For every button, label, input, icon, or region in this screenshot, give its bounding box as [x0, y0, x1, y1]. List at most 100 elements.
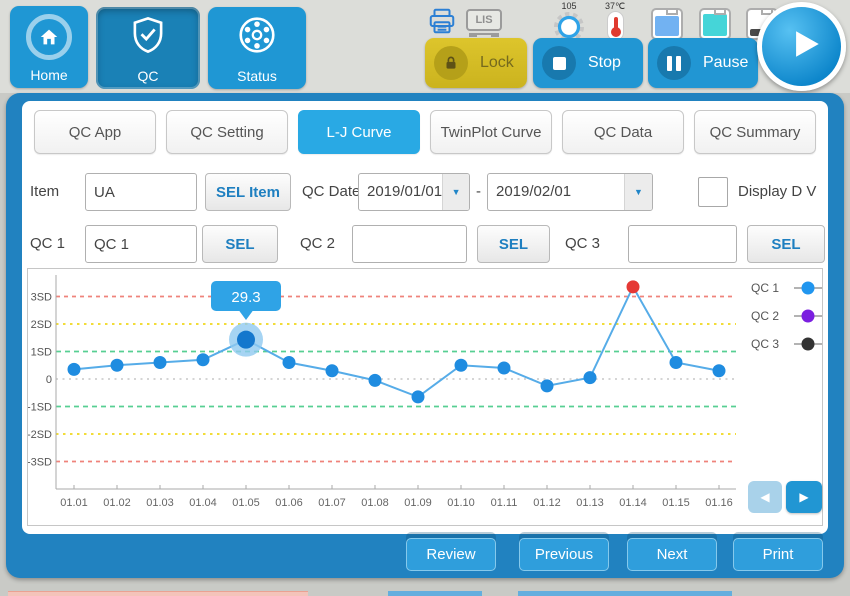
lis-label: LIS	[466, 9, 502, 31]
data-point-01.13[interactable]	[583, 371, 597, 385]
data-point-01.10[interactable]	[454, 358, 468, 372]
x-axis-label: 01.02	[103, 497, 131, 509]
x-axis-label: 01.10	[447, 497, 475, 509]
gear-value: 105	[561, 1, 577, 11]
qc-tab-bar: QC App QC Setting L-J Curve TwinPlot Cur…	[34, 110, 816, 156]
tab-lj-curve[interactable]: L-J Curve	[298, 110, 420, 154]
qc2-sel-button[interactable]: SEL	[477, 225, 550, 263]
pause-label: Pause	[703, 54, 749, 71]
status-label: Status	[237, 68, 277, 84]
data-point-01.16[interactable]	[712, 364, 726, 378]
date-from-picker[interactable]: 2019/01/01 ▼	[358, 173, 470, 211]
play-icon	[789, 27, 823, 66]
y-axis-label: -3SD	[28, 457, 52, 469]
lock-icon	[434, 46, 468, 80]
qc3-label: QC 3	[565, 235, 601, 252]
chart-prev-button[interactable]: ◀	[748, 481, 782, 513]
x-axis-label: 01.05	[232, 497, 260, 509]
display-dv-checkbox[interactable]	[698, 177, 728, 207]
qc-date-label: QC Date	[302, 183, 361, 200]
item-label: Item	[30, 183, 60, 200]
date-from-value: 2019/01/01	[367, 183, 443, 200]
tab-qc-setting[interactable]: QC Setting	[166, 110, 288, 154]
legend-marker-dot	[801, 337, 815, 351]
qc-button[interactable]: QC	[96, 7, 200, 89]
data-point-01.08[interactable]	[368, 373, 382, 387]
review-button[interactable]: Review	[406, 538, 496, 571]
stop-button[interactable]: Stop	[533, 38, 643, 88]
qc2-input[interactable]	[352, 225, 467, 263]
tab-qc-data[interactable]: QC Data	[562, 110, 684, 154]
background-window-sliver	[8, 591, 308, 596]
data-point-01.15[interactable]	[669, 356, 683, 369]
lj-chart-panel: 3SD 2SD 1SD 0 -1SD -2SD -3SD 01.01 01.02 01.03 01.…	[27, 268, 823, 526]
lis-icon: LIS	[466, 9, 502, 37]
print-button[interactable]: Print	[733, 538, 823, 571]
date-to-picker[interactable]: 2019/02/01 ▼	[487, 173, 653, 211]
chevron-down-icon: ▼	[442, 174, 469, 210]
tooltip-value: 29.3	[231, 289, 260, 306]
date-to-value: 2019/02/01	[496, 183, 572, 200]
y-axis-label: 3SD	[31, 292, 52, 304]
y-axis-label: 0	[46, 374, 52, 386]
tab-qc-summary[interactable]: QC Summary	[694, 110, 816, 154]
qc1-series-line	[73, 284, 720, 399]
qc-content: QC App QC Setting L-J Curve TwinPlot Cur…	[22, 101, 828, 534]
sel-item-button[interactable]: SEL Item	[205, 173, 291, 211]
rotor-icon	[236, 14, 278, 61]
y-axis-label: -1SD	[28, 402, 52, 414]
pause-button[interactable]: Pause	[648, 38, 758, 88]
status-button[interactable]: Status	[208, 7, 306, 89]
chart-next-button[interactable]: ▶	[786, 481, 822, 513]
x-axis-label: 01.12	[533, 497, 561, 509]
data-point-01.12[interactable]	[540, 379, 554, 393]
temperature-value: 37℃	[605, 1, 626, 11]
qc3-input[interactable]	[628, 225, 737, 263]
y-axis-label: 2SD	[31, 319, 52, 331]
start-run-button[interactable]	[757, 2, 846, 91]
qc3-sel-button[interactable]: SEL	[747, 225, 825, 263]
previous-button[interactable]: Previous	[519, 538, 609, 571]
stop-label: Stop	[588, 54, 621, 71]
lj-chart: 3SD 2SD 1SD 0 -1SD -2SD -3SD 01.01 01.02 01.03 01.…	[27, 275, 822, 509]
data-point-01.07[interactable]	[325, 364, 339, 378]
data-point-01.05[interactable]	[237, 330, 255, 349]
home-button[interactable]: Home	[10, 6, 88, 88]
data-point-01.03[interactable]	[153, 356, 167, 369]
data-point-01.11[interactable]	[497, 361, 511, 375]
x-axis-label: 01.07	[318, 497, 346, 509]
lis-connection-line	[469, 33, 499, 37]
data-point-01.04[interactable]	[196, 353, 210, 367]
tab-qc-app[interactable]: QC App	[34, 110, 156, 154]
lock-button[interactable]: Lock	[425, 38, 527, 88]
background-window-sliver	[518, 591, 732, 596]
reagent-bottle-icon-1	[651, 8, 683, 40]
data-point-01.09[interactable]	[411, 390, 425, 404]
tab-twinplot-curve[interactable]: TwinPlot Curve	[430, 110, 552, 154]
date-separator: -	[476, 183, 481, 200]
x-axis-label: 01.11	[491, 497, 518, 509]
data-point-01.14[interactable]	[626, 280, 640, 294]
qc1-label: QC 1	[30, 235, 66, 252]
tooltip	[211, 281, 281, 311]
qc-panel: QC App QC Setting L-J Curve TwinPlot Cur…	[6, 93, 844, 578]
qc-label: QC	[137, 68, 159, 84]
item-input[interactable]	[85, 173, 197, 211]
legend-label: QC 3	[751, 337, 779, 351]
stop-icon	[542, 46, 576, 80]
data-point-01.06[interactable]	[282, 356, 296, 369]
qc1-sel-button[interactable]: SEL	[202, 225, 278, 263]
thermometer-icon: 37℃	[605, 1, 625, 41]
data-point-01.02[interactable]	[110, 358, 124, 372]
x-axis-label: 01.13	[576, 497, 604, 509]
legend-label: QC 1	[751, 281, 779, 295]
display-dv-label: Display D V	[738, 183, 817, 200]
legend-label: QC 2	[751, 309, 779, 323]
qc1-input[interactable]	[85, 225, 197, 263]
top-toolbar: Home QC Status	[0, 0, 850, 93]
x-axis-label: 01.03	[146, 497, 174, 509]
next-button[interactable]: Next	[627, 538, 717, 571]
home-icon	[26, 13, 72, 60]
data-point-01.01[interactable]	[67, 362, 81, 376]
